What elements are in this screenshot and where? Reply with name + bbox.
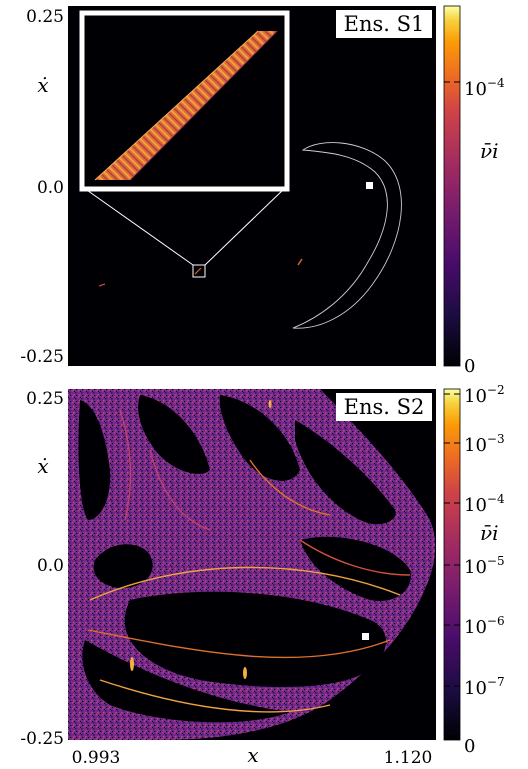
cbar-s2-tick-0: 0 (464, 736, 475, 757)
ytick-s1-bot: -0.25 (20, 347, 64, 367)
panel-s1: Ens. S1 0.25 0.0 -0.25 ẋ 10−4 0 ν̄i (20, 5, 505, 377)
panel-title-s1: Ens. S1 (344, 12, 425, 36)
feature-mark-right (297, 258, 303, 266)
cbar-s2-tick-1e-4: 10−4 (464, 492, 505, 516)
zoom-connector-left (83, 187, 194, 266)
colorbar-s1 (443, 5, 461, 367)
ylabel-s2: ẋ (37, 454, 48, 478)
cbar-s2-tick-1e-3: 10−3 (464, 432, 505, 456)
boundary-outline-s1 (292, 142, 402, 329)
cbar-s2-tick-1e-2: 10−2 (464, 383, 505, 407)
panel-s2: Ens. S2 0.25 0.0 -0.25 ẋ 0.993 1.120 x 1… (20, 383, 505, 768)
cbar-s2-label: ν̄i (480, 521, 499, 545)
cbar-s1-label: ν̄i (480, 139, 499, 163)
xtick-s2-left: 0.993 (72, 748, 121, 768)
ytick-s1-mid: 0.0 (37, 178, 64, 198)
marker-s2 (362, 633, 369, 640)
ytick-s2-bot: -0.25 (20, 729, 64, 749)
xtick-s2-right: 1.120 (384, 748, 433, 768)
cbar-s1-tick-1e-4: 10−4 (464, 76, 505, 100)
cbar-s2-tick-1e-6: 10−6 (464, 614, 505, 638)
panel-title-s2: Ens. S2 (344, 395, 425, 419)
ytick-s2-top: 0.25 (26, 389, 64, 409)
feature-mark-left (98, 283, 106, 287)
zoom-box (192, 264, 206, 278)
ytick-s2-mid: 0.0 (37, 556, 64, 576)
ylabel-s1: ẋ (37, 73, 48, 97)
inset-band (95, 31, 277, 180)
cbar-s2-tick-1e-7: 10−7 (464, 675, 505, 699)
zoom-connector-right (204, 187, 286, 266)
marker-s1 (366, 182, 373, 189)
xlabel-s2: x (247, 743, 258, 767)
ytick-s1-top: 0.25 (26, 7, 64, 27)
cbar-s2-tick-1e-5: 10−5 (464, 554, 505, 578)
inset-s1 (79, 10, 290, 192)
cbar-s1-tick-0: 0 (464, 356, 475, 377)
